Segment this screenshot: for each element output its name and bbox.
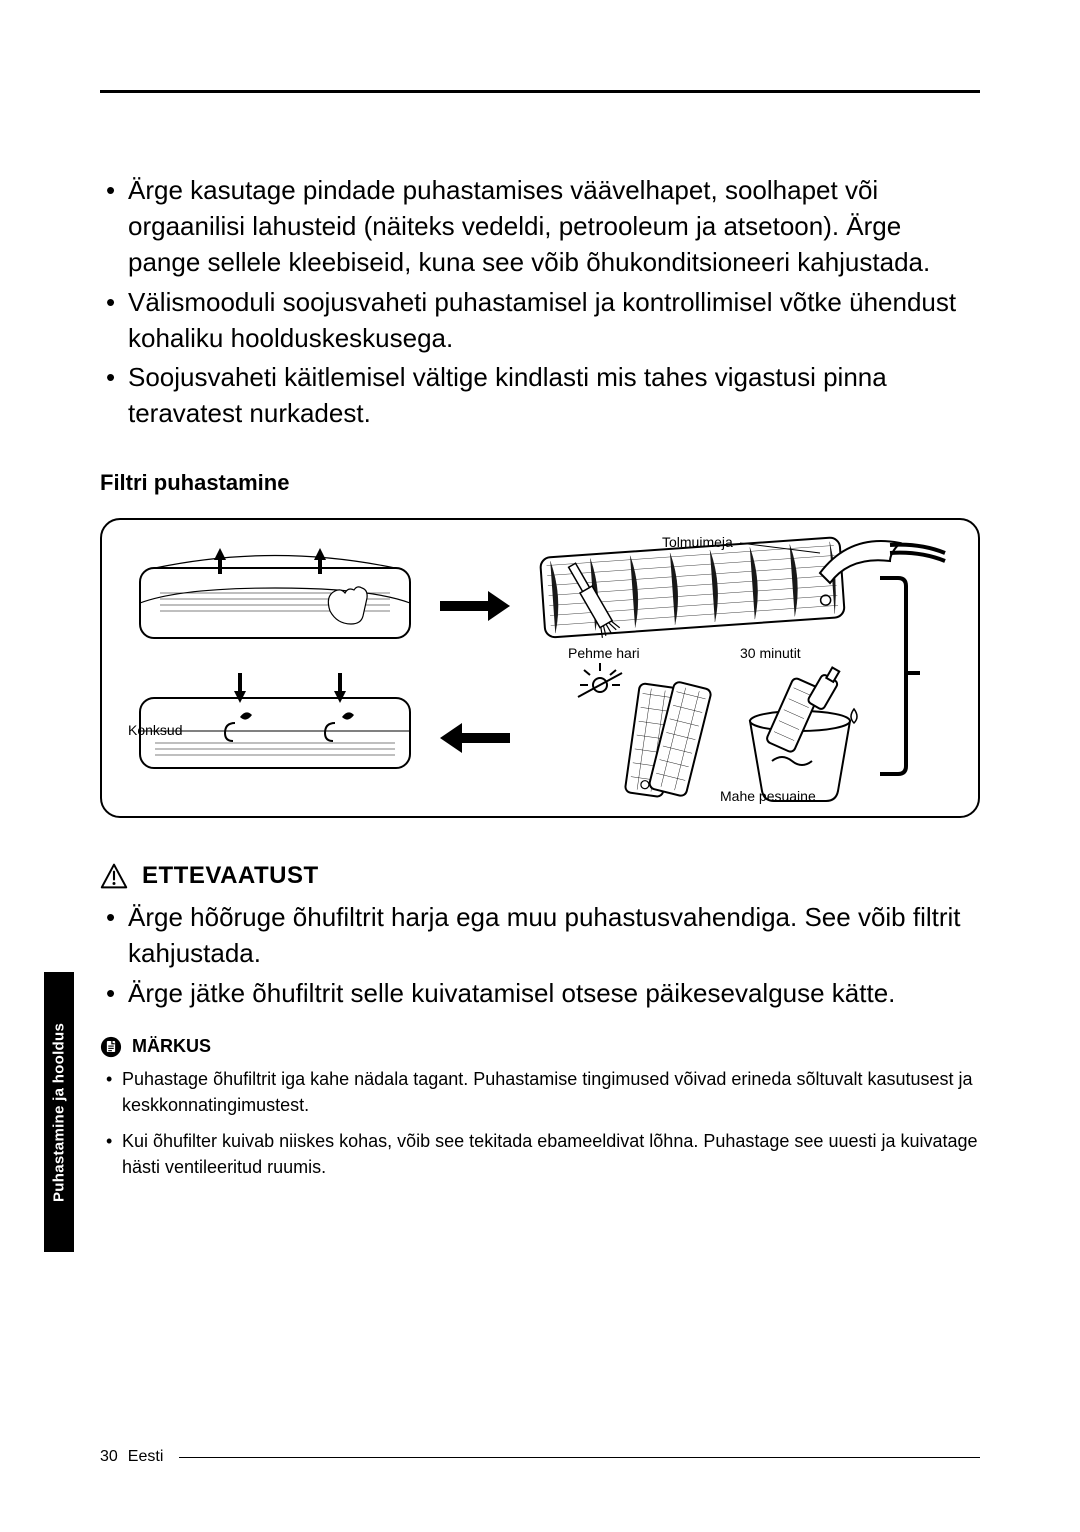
list-item: Ärge jätke õhufiltrit selle kuivatamisel… [100,976,980,1012]
list-item: Soojusvaheti käitlemisel vältige kindlas… [100,360,980,432]
filter-cleaning-figure: Konksud [100,518,980,818]
list-item: Kui õhufilter kuivab niiskes kohas, võib… [100,1128,980,1180]
top-rule [100,90,980,93]
arrow-right-icon [440,591,510,621]
figure-unit-bottom: Konksud [128,673,410,768]
section-subheading: Filtri puhastamine [100,470,980,496]
page-number: 30 [100,1448,118,1466]
figure-unit-top [140,548,410,638]
figure-svg: Konksud [120,532,960,804]
figure-label-vacuum: Tolmuimeja [662,534,733,550]
note-icon [100,1036,122,1058]
figure-label-time: 30 minutit [740,645,801,661]
list-item: Ärge kasutage pindade puhastamises vääve… [100,173,980,281]
note-title: MÄRKUS [132,1036,211,1057]
page: Ärge kasutage pindade puhastamises vääve… [0,0,1080,1532]
list-item: Ärge hõõruge õhufiltrit harja ega muu pu… [100,900,980,972]
page-footer: 30 Eesti [100,1448,980,1466]
sun-icon [578,663,622,697]
footer-rule [179,1457,980,1458]
figure-label-brush: Pehme hari [568,645,640,661]
caution-list: Ärge hõõruge õhufiltrit harja ega muu pu… [100,900,980,1012]
note-header: MÄRKUS [100,1036,980,1058]
note-list: Puhastage õhufiltrit iga kahe nädala tag… [100,1066,980,1180]
page-language: Eesti [128,1448,164,1466]
list-item: Puhastage õhufiltrit iga kahe nädala tag… [100,1066,980,1118]
figure-filter-vacuum: Tolmuimeja Pehme hari 30 minutit [540,534,945,661]
side-tab: Puhastamine ja hooldus [44,972,74,1252]
caution-title: ETTEVAATUST [142,862,319,890]
main-bullet-list: Ärge kasutage pindade puhastamises vääve… [100,173,980,432]
caution-header: ETTEVAATUST [100,862,980,890]
warning-icon [100,862,128,890]
figure-drying-filters [625,681,712,797]
figure-bracket [880,578,920,774]
figure-bucket [750,665,857,801]
figure-label-detergent: Mahe pesuaine [720,788,816,804]
list-item: Välismooduli soojusvaheti puhastamisel j… [100,285,980,357]
arrow-left-icon [440,723,510,753]
figure-label-hooks: Konksud [128,722,182,738]
